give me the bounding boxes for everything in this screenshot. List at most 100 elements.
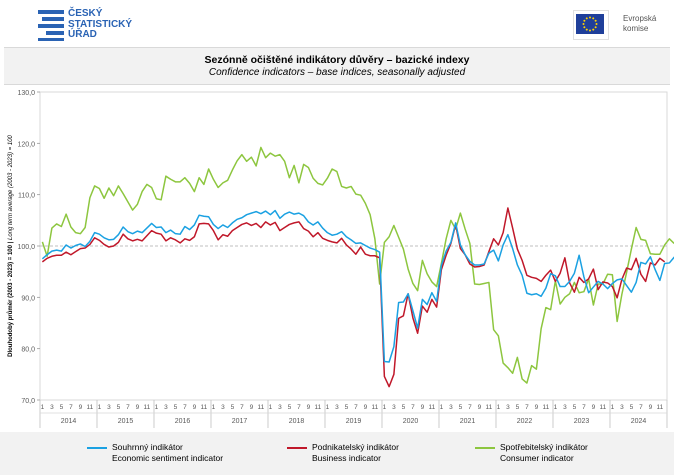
- x-month-tick-label: 3: [221, 404, 225, 411]
- x-month-tick-label: 9: [193, 404, 197, 411]
- x-month-tick-label: 7: [639, 404, 643, 411]
- legend-swatch-consumer: [475, 447, 495, 449]
- x-month-tick-label: 9: [535, 404, 539, 411]
- x-month-tick-label: 11: [657, 404, 664, 411]
- x-month-tick-label: 1: [41, 404, 45, 411]
- x-year-label: 2017: [232, 418, 248, 425]
- x-month-tick-label: 1: [212, 404, 216, 411]
- legend-item-consumer: Spotřebitelský indikátor Consumer indica…: [475, 442, 588, 464]
- eu-star: [583, 19, 586, 22]
- eu-star: [592, 28, 595, 31]
- eu-star: [585, 17, 588, 20]
- legend-label-en: Economic sentiment indicator: [112, 453, 224, 463]
- eu-star: [589, 16, 591, 19]
- x-month-tick-label: 1: [155, 404, 159, 411]
- legend-swatch-business: [287, 447, 307, 449]
- x-month-tick-label: 3: [164, 404, 168, 411]
- eu-star: [589, 29, 591, 32]
- x-month-tick-label: 7: [525, 404, 529, 411]
- x-month-tick-label: 1: [554, 404, 558, 411]
- x-year-label: 2021: [460, 418, 476, 425]
- x-month-tick-label: 5: [402, 404, 406, 411]
- y-tick-label: 100,0: [17, 244, 35, 251]
- x-month-tick-label: 1: [98, 404, 102, 411]
- x-month-tick-label: 11: [315, 404, 322, 411]
- chart-title-en: Confidence indicators – base indices, se…: [208, 67, 466, 78]
- x-month-tick-label: 11: [201, 404, 208, 411]
- x-month-tick-label: 9: [79, 404, 83, 411]
- legend-swatch-economic-sentiment: [87, 447, 107, 449]
- x-month-tick-label: 1: [440, 404, 444, 411]
- x-month-tick-label: 1: [326, 404, 330, 411]
- y-axis-title-main: Dlouhodobý průměr (2003 - 2023) = 100 |: [7, 241, 14, 357]
- x-month-tick-label: 3: [620, 404, 624, 411]
- eu-star: [594, 26, 597, 29]
- x-month-tick-label: 11: [543, 404, 550, 411]
- chart-title-box: Sezónně očištěné indikátory důvěry – baz…: [4, 47, 670, 85]
- y-tick-label: 90,0: [21, 295, 35, 302]
- x-month-tick-label: 7: [240, 404, 244, 411]
- x-month-tick-label: 11: [486, 404, 493, 411]
- x-month-tick-label: 3: [50, 404, 54, 411]
- x-month-tick-label: 11: [87, 404, 94, 411]
- x-month-tick-label: 5: [117, 404, 121, 411]
- czso-logo-text: ČESKÝ STATISTICKÝ ÚŘAD: [68, 8, 133, 41]
- x-month-tick-label: 7: [582, 404, 586, 411]
- eu-star: [594, 19, 597, 22]
- x-month-tick-label: 1: [497, 404, 501, 411]
- x-month-tick-label: 11: [372, 404, 379, 411]
- x-month-tick-label: 11: [258, 404, 265, 411]
- x-month-tick-label: 3: [335, 404, 339, 411]
- eu-star: [592, 17, 595, 20]
- x-month-tick-label: 1: [611, 404, 615, 411]
- x-month-tick-label: 1: [383, 404, 387, 411]
- legend: Souhrnný indikátor Economic sentiment in…: [0, 432, 674, 475]
- x-month-tick-label: 3: [506, 404, 510, 411]
- legend-label-en: Business indicator: [312, 453, 381, 463]
- y-tick-label: 120,0: [17, 141, 35, 148]
- x-month-tick-label: 7: [468, 404, 472, 411]
- series-business-line: [41, 207, 666, 388]
- x-year-label: 2014: [61, 418, 77, 425]
- x-month-tick-label: 3: [563, 404, 567, 411]
- x-month-tick-label: 5: [459, 404, 463, 411]
- x-month-tick-label: 7: [126, 404, 130, 411]
- x-month-tick-label: 9: [307, 404, 311, 411]
- x-month-tick-label: 11: [144, 404, 151, 411]
- x-month-tick-label: 9: [250, 404, 254, 411]
- y-tick-label: 70,0: [21, 398, 35, 405]
- x-month-tick-label: 5: [516, 404, 520, 411]
- x-year-label: 2019: [346, 418, 362, 425]
- czso-logo[interactable]: ČESKÝ STATISTICKÝ ÚŘAD: [38, 8, 138, 42]
- x-year-label: 2016: [175, 418, 191, 425]
- x-month-tick-label: 5: [345, 404, 349, 411]
- legend-label-cz: Spotřebitelský indikátor: [500, 442, 588, 452]
- czso-logo-line-1: ČESKÝ: [68, 8, 103, 19]
- x-month-tick-label: 7: [69, 404, 73, 411]
- eu-star: [583, 26, 586, 29]
- eu-logo[interactable]: Evropská komise: [563, 8, 663, 42]
- x-month-tick-label: 9: [649, 404, 653, 411]
- x-month-tick-label: 11: [429, 404, 436, 411]
- legend-label-en: Consumer indicator: [500, 453, 574, 463]
- czso-logo-line-2: STATISTICKÝ: [68, 18, 133, 30]
- czso-logo-line-3: ÚŘAD: [68, 29, 97, 40]
- czso-logo-mark-icon: [38, 8, 66, 42]
- x-month-tick-label: 7: [297, 404, 301, 411]
- eu-flag-icon: [576, 14, 604, 34]
- legend-label-cz: Souhrnný indikátor: [112, 442, 183, 452]
- y-tick-label: 130,0: [17, 90, 35, 97]
- x-year-label: 2022: [517, 418, 533, 425]
- x-month-tick-label: 9: [136, 404, 140, 411]
- x-month-tick-label: 1: [269, 404, 273, 411]
- x-month-tick-label: 9: [592, 404, 596, 411]
- x-month-tick-label: 9: [364, 404, 368, 411]
- x-month-tick-label: 9: [478, 404, 482, 411]
- x-month-tick-label: 5: [231, 404, 235, 411]
- x-month-tick-label: 7: [411, 404, 415, 411]
- eu-logo-text: Evropská komise: [623, 14, 656, 34]
- eu-star: [582, 23, 585, 25]
- header: ČESKÝ STATISTICKÝ ÚŘAD Evropská komise: [0, 0, 674, 45]
- legend-label-cz: Podnikatelský indikátor: [312, 442, 399, 452]
- series-economic-sentiment-line: [41, 209, 674, 363]
